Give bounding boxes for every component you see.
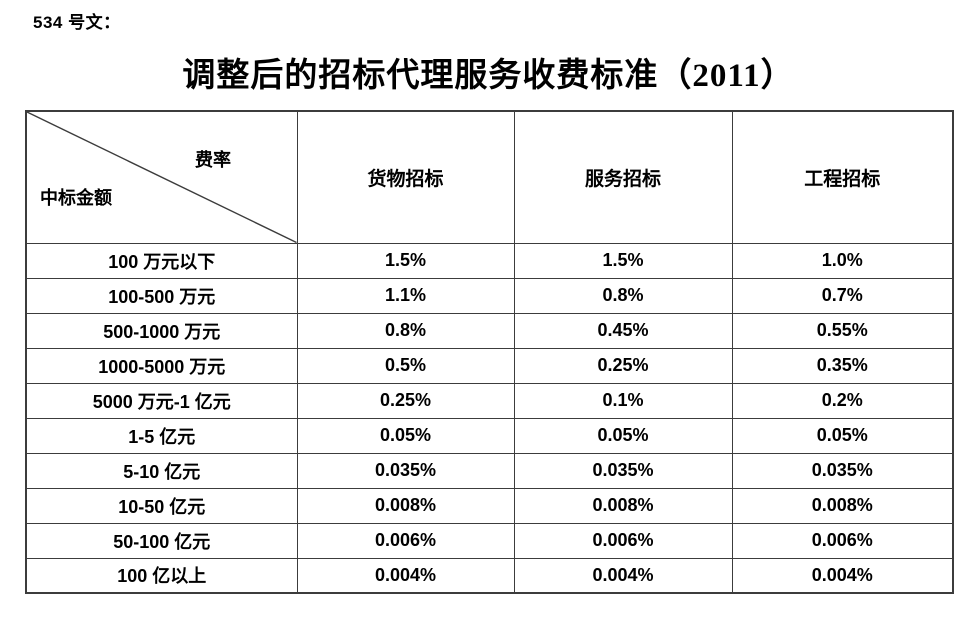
page-title: 调整后的招标代理服务收费标准（2011） (182, 58, 795, 94)
doc-number-label: 534 号文： (33, 13, 121, 32)
row-label: 10-50 亿元 (25, 487, 298, 524)
table-header-row: 费率 中标金额 货物招标 服务招标 工程招标 (25, 110, 954, 244)
rate-cell: 0.006% (296, 522, 515, 559)
table-row: 500-1000 万元 0.8% 0.45% 0.55% (25, 312, 954, 349)
rate-cell: 0.006% (731, 522, 954, 559)
rate-cell: 0.008% (731, 487, 954, 524)
table-row: 10-50 亿元 0.008% 0.008% 0.008% (25, 487, 954, 524)
table-row: 100 万元以下 1.5% 1.5% 1.0% (25, 242, 954, 279)
rate-cell: 1.5% (296, 242, 515, 279)
rate-cell: 0.1% (513, 382, 733, 419)
column-header-engineering: 工程招标 (731, 110, 954, 244)
row-label: 1-5 亿元 (25, 417, 298, 454)
table-row: 50-100 亿元 0.006% 0.006% 0.006% (25, 522, 954, 559)
rate-cell: 0.05% (731, 417, 954, 454)
row-label: 1000-5000 万元 (25, 347, 298, 384)
row-label: 5000 万元-1 亿元 (25, 382, 298, 419)
rate-cell: 0.05% (513, 417, 733, 454)
rate-cell: 0.035% (296, 452, 515, 489)
row-label: 5-10 亿元 (25, 452, 298, 489)
column-header-services: 服务招标 (513, 110, 733, 244)
rate-cell: 0.8% (513, 277, 733, 314)
row-label: 100 亿以上 (25, 557, 298, 594)
row-label: 100 万元以下 (25, 242, 298, 279)
rate-cell: 0.8% (296, 312, 515, 349)
fee-rate-table: 费率 中标金额 货物招标 服务招标 工程招标 100 万元以下 1.5% 1.5… (25, 110, 954, 594)
rate-cell: 1.1% (296, 277, 515, 314)
corner-label-rate: 费率 (195, 150, 231, 170)
rate-cell: 1.5% (513, 242, 733, 279)
rate-cell: 0.004% (731, 557, 954, 594)
rate-cell: 0.55% (731, 312, 954, 349)
table-row: 1-5 亿元 0.05% 0.05% 0.05% (25, 417, 954, 454)
rate-cell: 0.006% (513, 522, 733, 559)
rate-cell: 0.008% (296, 487, 515, 524)
rate-cell: 0.45% (513, 312, 733, 349)
table-row: 5000 万元-1 亿元 0.25% 0.1% 0.2% (25, 382, 954, 419)
table-row: 1000-5000 万元 0.5% 0.25% 0.35% (25, 347, 954, 384)
row-label: 50-100 亿元 (25, 522, 298, 559)
rate-cell: 0.008% (513, 487, 733, 524)
corner-label-amount: 中标金额 (40, 188, 112, 208)
rate-cell: 0.25% (513, 347, 733, 384)
rate-cell: 0.035% (513, 452, 733, 489)
rate-cell: 0.5% (296, 347, 515, 384)
table-row: 100-500 万元 1.1% 0.8% 0.7% (25, 277, 954, 314)
rate-cell: 0.2% (731, 382, 954, 419)
rate-cell: 1.0% (731, 242, 954, 279)
rate-cell: 0.004% (513, 557, 733, 594)
rate-cell: 0.05% (296, 417, 515, 454)
table-row: 100 亿以上 0.004% 0.004% 0.004% (25, 557, 954, 594)
row-label: 100-500 万元 (25, 277, 298, 314)
rate-cell: 0.035% (731, 452, 954, 489)
rate-cell: 0.35% (731, 347, 954, 384)
rate-cell: 0.25% (296, 382, 515, 419)
diagonal-divider-line (27, 112, 297, 243)
table-row: 5-10 亿元 0.035% 0.035% 0.035% (25, 452, 954, 489)
column-header-goods: 货物招标 (296, 110, 515, 244)
row-label: 500-1000 万元 (25, 312, 298, 349)
rate-cell: 0.7% (731, 277, 954, 314)
corner-header-cell: 费率 中标金额 (25, 110, 298, 244)
rate-cell: 0.004% (296, 557, 515, 594)
